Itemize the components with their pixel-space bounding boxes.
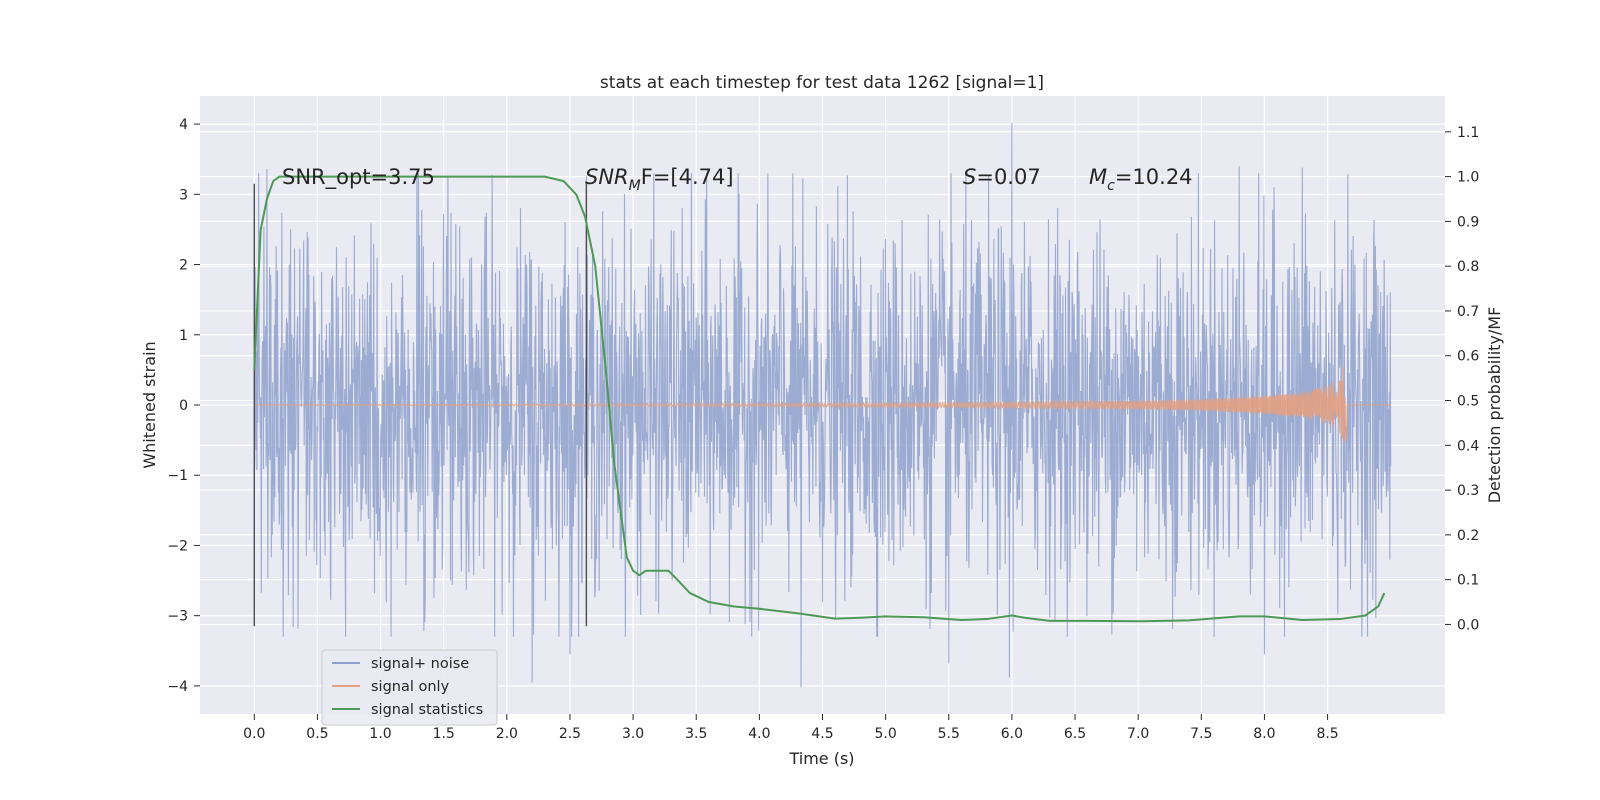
- signal-only-line: [254, 367, 1391, 442]
- x-tick-label: 8.5: [1316, 726, 1338, 742]
- series-signal-statistics: [253, 175, 1386, 623]
- annotation-mc: Mc=10.24: [1089, 165, 1193, 194]
- y-right-axis-ticks: 1.1 1.0 0.9 0.8 0.7 0.6 0.5 0.4 0.3 0.2 0.1 0.0: [1445, 125, 1479, 633]
- y-tick-label: 2: [179, 258, 188, 274]
- y-right-tick-label: 0.7: [1457, 304, 1479, 320]
- annotation-snr-opt: SNR_opt=3.75: [282, 165, 435, 190]
- annotation-snr-mf: SNRMF=[4.74]: [585, 165, 734, 194]
- legend-label-signal-plus-noise: signal+ noise: [371, 656, 469, 672]
- legend-label-signal-statistics: signal statistics: [371, 702, 483, 718]
- x-tick-label: 4.0: [748, 726, 770, 742]
- y-right-tick-label: 0.6: [1457, 349, 1479, 365]
- x-tick-label: 6.5: [1064, 726, 1086, 742]
- y-tick-label: −1: [167, 468, 188, 484]
- x-tick-label: 3.5: [685, 726, 707, 742]
- y-right-tick-label: 1.1: [1457, 125, 1479, 141]
- y-right-tick-label: 0.8: [1457, 259, 1479, 275]
- y-right-tick-label: 0.3: [1457, 483, 1479, 499]
- legend-box: [321, 649, 498, 726]
- signal-plus-noise-line: [253, 122, 1392, 688]
- x-tick-label: 0.0: [243, 726, 265, 742]
- y-right-tick-label: 0.1: [1457, 573, 1479, 589]
- x-tick-label: 1.0: [369, 726, 391, 742]
- x-axis-ticks: 0.0 0.5 1.0 1.5 2.0 2.5 3.0 3.5 4.0 4.5 5.0 5.5 6.0 6…: [243, 714, 1339, 742]
- x-tick-label: 4.5: [811, 726, 833, 742]
- x-tick-label: 5.0: [875, 726, 897, 742]
- series-signal-plus-noise: [253, 122, 1392, 688]
- annotation-snr-mf-b: F=[4.74]: [641, 165, 734, 189]
- y-tick-label: −4: [167, 679, 188, 695]
- signal-statistics-line: [253, 175, 1386, 623]
- y-right-tick-label: 0.5: [1457, 394, 1479, 410]
- y-right-tick-label: 0.4: [1457, 438, 1479, 454]
- y-tick-label: 0: [179, 398, 188, 414]
- y-right-tick-label: 0.0: [1457, 617, 1479, 633]
- legend-label-signal-only: signal only: [371, 679, 450, 695]
- y-axis-ticks: 4 3 2 1 0 −1 −2 −3 −4: [167, 117, 200, 695]
- x-tick-label: 3.0: [622, 726, 644, 742]
- y-axis-label: Whitened strain: [140, 341, 159, 468]
- chart-title: stats at each timestep for test data 126…: [600, 73, 1044, 93]
- series-signal-only: [254, 367, 1391, 442]
- y-right-axis-label: Detection probability/MF: [1485, 307, 1504, 504]
- x-tick-label: 8.0: [1253, 726, 1275, 742]
- x-tick-label: 2.5: [559, 726, 581, 742]
- x-tick-label: 2.0: [496, 726, 518, 742]
- x-tick-label: 7.5: [1190, 726, 1212, 742]
- vertical-markers: [253, 183, 588, 627]
- y-tick-label: 3: [179, 187, 188, 203]
- legend: signal+ noise signal only signal statist…: [321, 649, 498, 726]
- annotation-s: S=0.07: [963, 165, 1041, 189]
- y-tick-label: 1: [179, 328, 188, 344]
- x-axis-label: Time (s): [788, 749, 854, 768]
- x-tick-label: 5.5: [938, 726, 960, 742]
- x-tick-label: 7.0: [1127, 726, 1149, 742]
- x-tick-label: 1.5: [433, 726, 455, 742]
- x-tick-label: 6.0: [1001, 726, 1023, 742]
- y-tick-label: −2: [167, 538, 188, 554]
- x-tick-label: 0.5: [306, 726, 328, 742]
- y-tick-label: 4: [179, 117, 188, 133]
- y-right-tick-label: 1.0: [1457, 170, 1479, 186]
- y-tick-label: −3: [167, 609, 188, 625]
- y-right-tick-label: 0.9: [1457, 214, 1479, 230]
- y-right-tick-label: 0.2: [1457, 528, 1479, 544]
